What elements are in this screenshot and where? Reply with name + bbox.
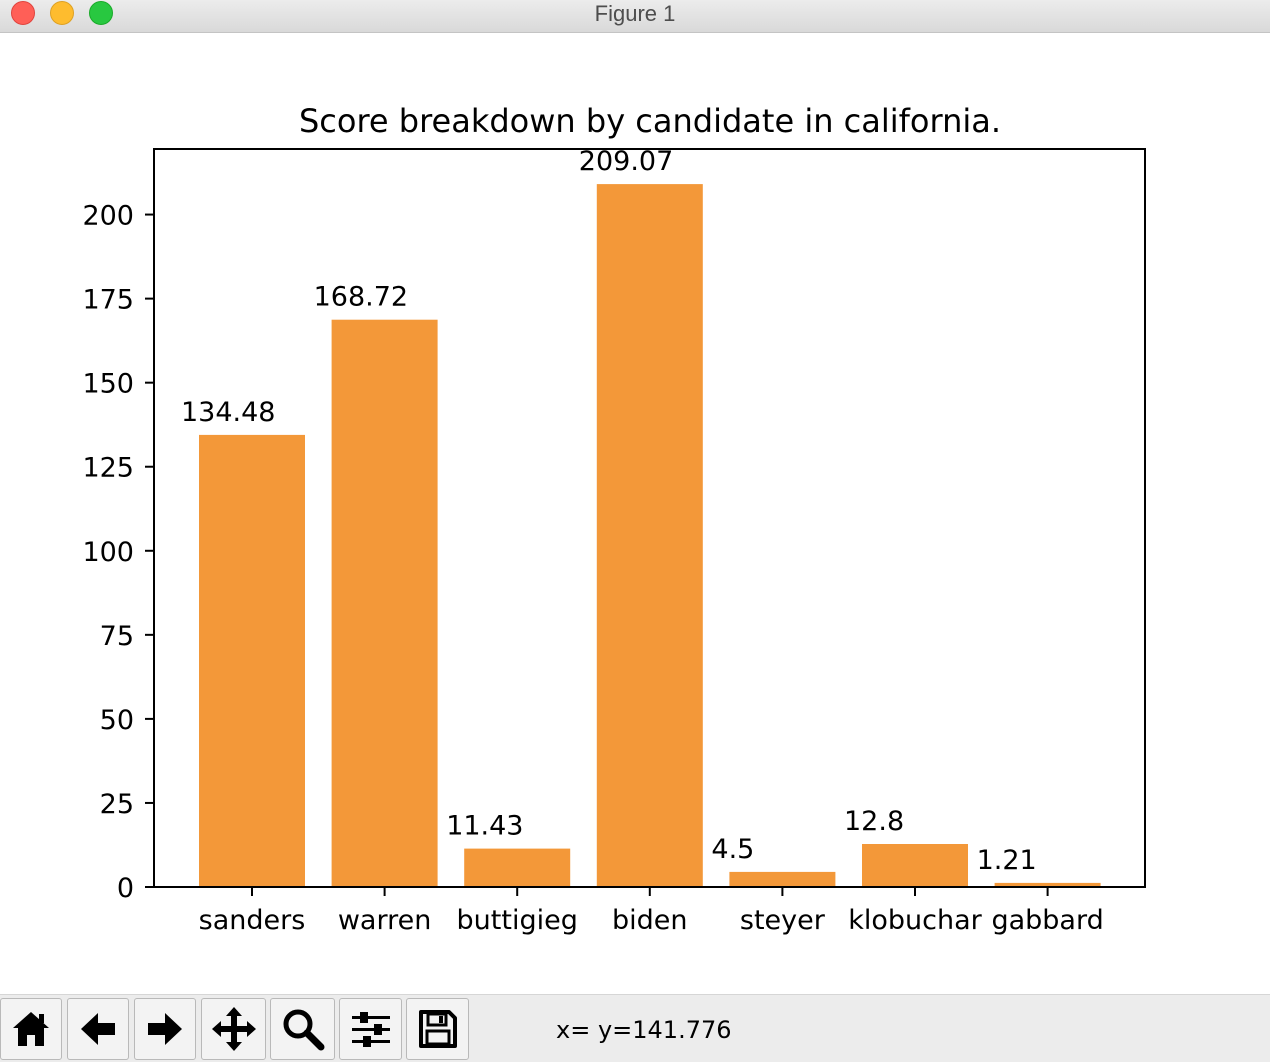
- y-tick-label-150: 150: [82, 369, 134, 400]
- bar-warren: [331, 319, 438, 887]
- y-tick-label-200: 200: [82, 201, 134, 232]
- bar-chart: Score breakdown by candidate in californ…: [82, 102, 1146, 936]
- bar-sanders: [199, 434, 305, 887]
- bar-gabbard: [994, 882, 1101, 887]
- x-tick-label-steyer: steyer: [740, 905, 826, 936]
- data-label-warren: 168.72: [314, 282, 408, 313]
- chart-title: Score breakdown by candidate in californ…: [299, 102, 1001, 140]
- y-tick-label-75: 75: [100, 621, 134, 652]
- bar-buttigieg: [464, 848, 571, 887]
- bar-biden: [596, 184, 703, 888]
- data-label-gabbard: 1.21: [977, 845, 1037, 876]
- configure-subplots-icon: [351, 1012, 390, 1047]
- close-window-button[interactable]: [11, 1, 35, 25]
- home-button[interactable]: [0, 998, 62, 1060]
- figure-canvas[interactable]: Score breakdown by candidate in californ…: [0, 34, 1270, 994]
- back-arrow-icon: [81, 1013, 115, 1045]
- back-button[interactable]: [67, 998, 129, 1060]
- data-label-buttigieg: 11.43: [446, 811, 523, 842]
- zoom-button[interactable]: [270, 998, 335, 1060]
- y-tick-label-175: 175: [82, 285, 134, 316]
- window-titlebar: Figure 1: [0, 0, 1270, 33]
- navigation-toolbar: [0, 994, 1270, 1062]
- home-icon: [13, 1012, 49, 1046]
- data-label-steyer: 4.5: [711, 834, 754, 865]
- bar-steyer: [729, 871, 836, 887]
- y-tick-label-25: 25: [100, 789, 134, 820]
- x-tick-label-buttigieg: buttigieg: [457, 905, 578, 936]
- bar-klobuchar: [862, 844, 968, 887]
- zoom-icon: [283, 1009, 324, 1051]
- maximize-window-button[interactable]: [89, 1, 113, 25]
- data-label-sanders: 134.48: [181, 397, 275, 428]
- x-tick-label-sanders: sanders: [199, 905, 306, 936]
- configure-subplots-button[interactable]: [339, 998, 402, 1060]
- x-tick-label-klobuchar: klobuchar: [848, 905, 982, 936]
- x-tick-label-biden: biden: [612, 905, 688, 936]
- save-button[interactable]: [406, 998, 469, 1060]
- forward-button[interactable]: [134, 998, 196, 1060]
- save-icon: [418, 1010, 457, 1048]
- cursor-coordinates: x= y=141.776: [556, 1016, 732, 1044]
- data-label-klobuchar: 12.8: [844, 806, 904, 837]
- y-tick-label-125: 125: [82, 453, 134, 484]
- minimize-window-button[interactable]: [50, 1, 74, 25]
- window-title: Figure 1: [594, 1, 676, 26]
- x-tick-label-gabbard: gabbard: [991, 905, 1103, 936]
- pan-icon: [211, 1007, 256, 1051]
- y-tick-label-50: 50: [100, 705, 134, 736]
- pan-button[interactable]: [201, 998, 266, 1060]
- y-tick-label-0: 0: [117, 873, 134, 904]
- forward-arrow-icon: [148, 1013, 182, 1045]
- data-label-biden: 209.07: [579, 146, 673, 177]
- y-tick-label-100: 100: [82, 537, 134, 568]
- x-tick-label-warren: warren: [338, 905, 432, 936]
